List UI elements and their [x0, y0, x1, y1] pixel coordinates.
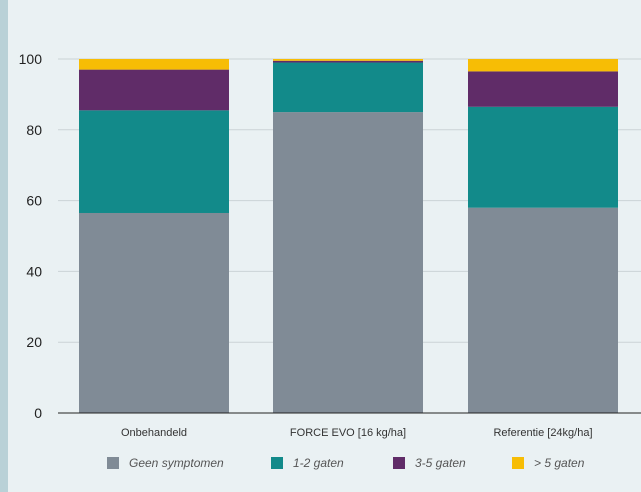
- bar-segment: [468, 71, 618, 107]
- y-tick-label: 20: [26, 334, 42, 350]
- axes: 0 20 40 60 80 100 Onbehandeld FORCE EVO [16 kg/…: [19, 51, 641, 439]
- bar-segment: [79, 69, 229, 111]
- legend-swatch: [107, 457, 119, 469]
- y-tick-label: 100: [19, 51, 43, 67]
- x-tick-label: Onbehandeld: [121, 427, 187, 439]
- y-tick-label: 60: [26, 193, 42, 209]
- bar-segment: [79, 110, 229, 213]
- legend-swatch: [393, 457, 405, 469]
- bar-segment: [273, 59, 423, 61]
- y-tick-label: 40: [26, 263, 42, 279]
- bar-segment: [273, 62, 423, 113]
- bars: [79, 59, 618, 413]
- legend: Geen symptomen 1-2 gaten 3-5 gaten > 5 gate…: [107, 456, 585, 470]
- bar-segment: [273, 112, 423, 413]
- bar-segment: [79, 212, 229, 413]
- x-tick-label: FORCE EVO [16 kg/ha]: [290, 427, 406, 439]
- y-tick-label: 80: [26, 122, 42, 138]
- legend-label: 3-5 gaten: [415, 456, 466, 470]
- legend-label: 1-2 gaten: [293, 456, 344, 470]
- bar-segment: [79, 59, 229, 70]
- legend-label: Geen symptomen: [129, 456, 224, 470]
- x-tick-label: Referentie [24kg/ha]: [493, 427, 592, 439]
- legend-swatch: [271, 457, 283, 469]
- legend-swatch: [512, 457, 524, 469]
- y-tick-label: 0: [34, 405, 42, 421]
- bar-segment: [468, 207, 618, 413]
- bar-segment: [273, 60, 423, 63]
- legend-label: > 5 gaten: [534, 456, 585, 470]
- bar-segment: [468, 59, 618, 72]
- bar-segment: [468, 106, 618, 208]
